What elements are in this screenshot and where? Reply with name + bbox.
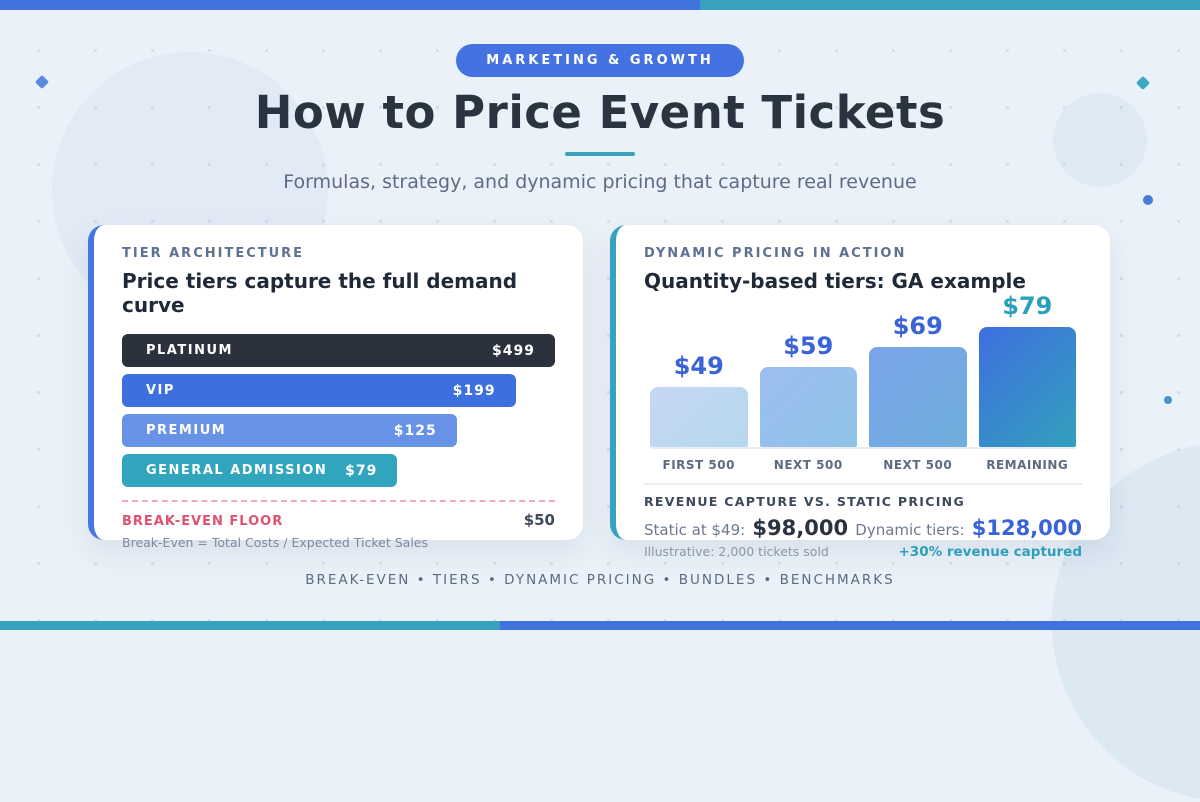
- title-underline: [565, 152, 635, 156]
- tier-price: $499: [492, 342, 535, 359]
- tier-bar-vip: VIP $199: [122, 374, 516, 407]
- bar-value-label: $59: [783, 332, 834, 360]
- dynamic-card-kicker: DYNAMIC PRICING IN ACTION: [644, 246, 907, 261]
- category-label: FIRST 500: [662, 458, 735, 472]
- header: MARKETING & GROWTH How to Price Event Ti…: [0, 44, 1200, 193]
- bar-value-label: $79: [1002, 292, 1053, 320]
- revenue-capture-section: REVENUE CAPTURE VS. STATIC PRICING Stati…: [644, 483, 1082, 560]
- chart-column-first-500: $49: [650, 352, 748, 447]
- bar-value-label: $69: [892, 312, 943, 340]
- tier-bar-platinum: PLATINUM $499: [122, 334, 555, 367]
- bar-rect: [869, 347, 967, 447]
- page-title: How to Price Event Tickets: [254, 86, 946, 139]
- chart-bars: $49 $59 $69 $79: [650, 292, 1076, 449]
- break-even-section: BREAK-EVEN FLOOR $50 Break-Even = Total …: [122, 500, 555, 550]
- static-revenue-value: $98,000: [752, 516, 849, 540]
- break-even-formula: Break-Even = Total Costs / Expected Tick…: [122, 535, 429, 550]
- category-badge: MARKETING & GROWTH: [456, 44, 744, 77]
- revenue-uplift-badge: +30% revenue captured: [898, 544, 1083, 560]
- tier-bar-premium: PREMIUM $125: [122, 414, 457, 447]
- dynamic-revenue-value: $128,000: [971, 516, 1082, 540]
- bar-value-label: $49: [673, 352, 724, 380]
- quantity-tier-bar-chart: $49 $59 $69 $79 FIRST 500 NEXT 500 NEXT …: [650, 292, 1076, 472]
- chart-column-next-500b: $69: [869, 312, 967, 447]
- category-label: REMAINING: [986, 458, 1069, 472]
- chart-column-remaining: $79: [978, 292, 1076, 447]
- tier-label: GENERAL ADMISSION: [146, 463, 328, 478]
- tier-label: PLATINUM: [146, 343, 233, 358]
- revenue-heading: REVENUE CAPTURE VS. STATIC PRICING: [644, 494, 966, 509]
- tier-card-title: Price tiers capture the full demand curv…: [122, 269, 518, 317]
- page-subtitle: Formulas, strategy, and dynamic pricing …: [283, 171, 917, 193]
- category-label: NEXT 500: [773, 458, 843, 472]
- bar-rect: [759, 367, 857, 447]
- dot-accent-right-lower: [1164, 396, 1172, 404]
- tier-bar-general-admission: GENERAL ADMISSION $79: [122, 454, 398, 487]
- bar-rect: [650, 387, 748, 447]
- dynamic-card-title: Quantity-based tiers: GA example: [644, 269, 1026, 293]
- illustrative-note: Illustrative: 2,000 tickets sold: [644, 544, 829, 559]
- chart-category-labels: FIRST 500 NEXT 500 NEXT 500 REMAINING: [650, 458, 1076, 472]
- tier-architecture-card: TIER ARCHITECTURE Price tiers capture th…: [88, 225, 583, 550]
- static-price-label: Static at $49:: [644, 521, 746, 539]
- bottom-brand-bar: [0, 621, 1200, 630]
- chart-column-next-500a: $59: [759, 332, 857, 447]
- tier-label: PREMIUM: [146, 423, 227, 438]
- tier-price: $125: [393, 422, 437, 439]
- top-bar-blue-segment: [0, 0, 700, 10]
- decor-circle-right: [1053, 93, 1147, 187]
- bottom-bar-blue-segment: [500, 621, 1200, 630]
- category-label: NEXT 500: [883, 458, 953, 472]
- dynamic-tiers-label: Dynamic tiers:: [855, 521, 965, 539]
- dynamic-pricing-card: DYNAMIC PRICING IN ACTION Quantity-based…: [610, 225, 1110, 560]
- tier-price: $79: [345, 462, 378, 479]
- break-even-label: BREAK-EVEN FLOOR: [122, 514, 284, 529]
- tier-label: VIP: [146, 383, 175, 398]
- tier-price: $199: [452, 382, 496, 399]
- dot-accent-right-upper: [1143, 195, 1153, 205]
- top-bar-teal-segment: [700, 0, 1200, 10]
- bottom-bar-teal-segment: [0, 621, 500, 630]
- break-even-value: $50: [523, 511, 555, 529]
- bar-rect: [978, 327, 1076, 447]
- tier-bar-chart: PLATINUM $499 VIP $199 PREMIUM $125 GENE…: [122, 334, 555, 487]
- footer-topics: BREAK-EVEN • TIERS • DYNAMIC PRICING • B…: [305, 572, 895, 588]
- tier-card-kicker: TIER ARCHITECTURE: [122, 246, 305, 261]
- top-brand-bar: [0, 0, 1200, 10]
